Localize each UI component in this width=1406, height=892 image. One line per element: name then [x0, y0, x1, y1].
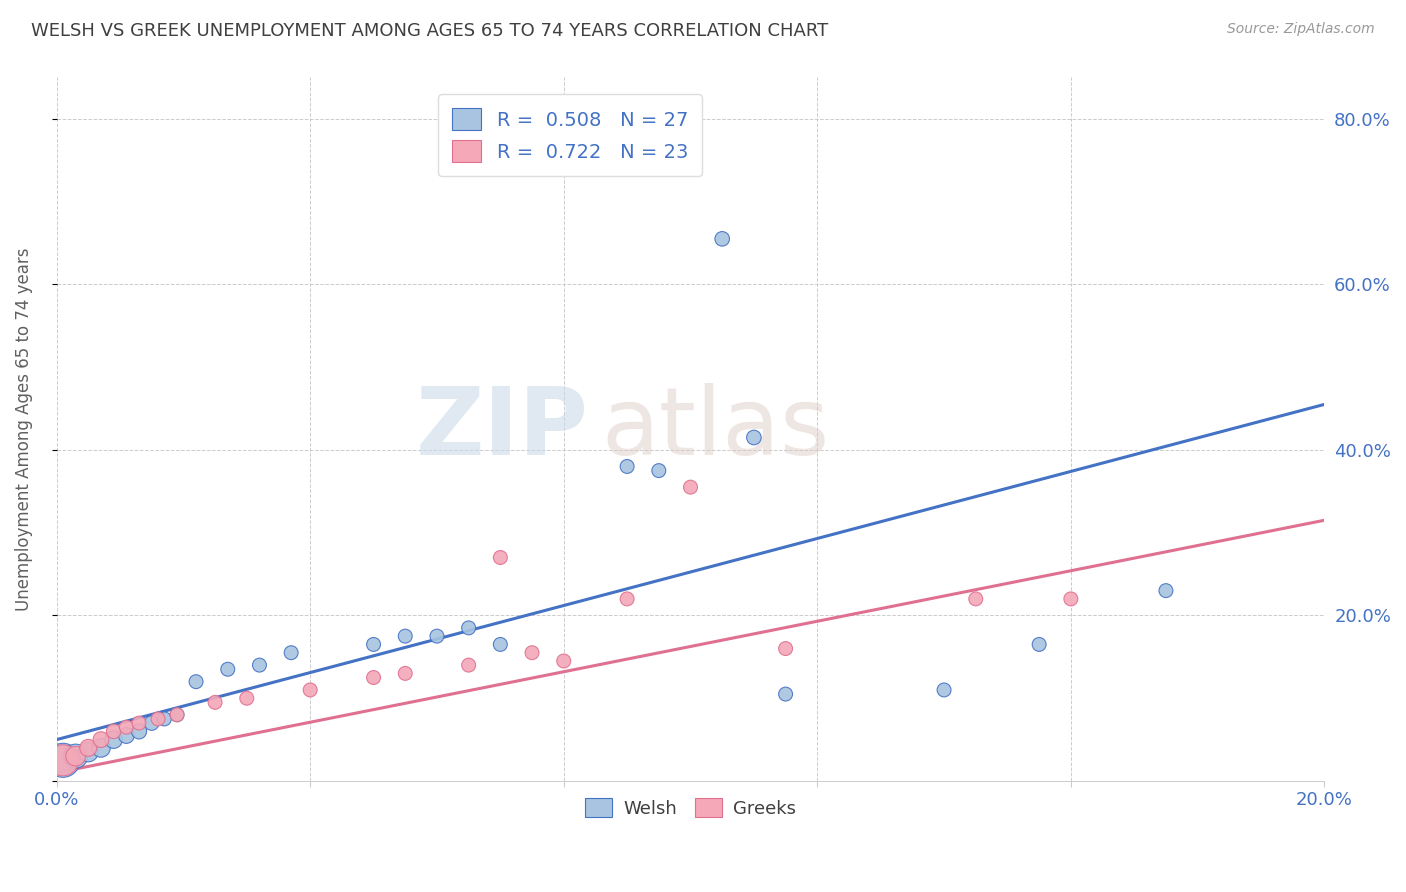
Point — [146, 712, 169, 726]
Point — [166, 707, 188, 722]
Point — [363, 671, 385, 685]
Point — [1154, 583, 1177, 598]
Point — [299, 682, 322, 697]
Point — [394, 629, 416, 643]
Text: Source: ZipAtlas.com: Source: ZipAtlas.com — [1227, 22, 1375, 37]
Point — [553, 654, 575, 668]
Point — [115, 729, 138, 743]
Point — [648, 464, 671, 478]
Point — [280, 646, 302, 660]
Point — [616, 591, 638, 606]
Point — [489, 637, 512, 651]
Point — [236, 691, 259, 706]
Point — [141, 716, 163, 731]
Point — [457, 658, 479, 673]
Point — [249, 658, 271, 673]
Point — [1060, 591, 1083, 606]
Point — [457, 621, 479, 635]
Point — [679, 480, 702, 494]
Point — [77, 745, 100, 759]
Text: ZIP: ZIP — [416, 384, 589, 475]
Point — [103, 724, 125, 739]
Point — [775, 687, 797, 701]
Point — [77, 740, 100, 755]
Point — [128, 716, 150, 731]
Point — [115, 720, 138, 734]
Point — [52, 753, 75, 767]
Point — [65, 749, 87, 764]
Point — [426, 629, 449, 643]
Point — [394, 666, 416, 681]
Point — [932, 682, 955, 697]
Point — [90, 732, 112, 747]
Point — [103, 732, 125, 747]
Point — [166, 707, 188, 722]
Point — [184, 674, 207, 689]
Y-axis label: Unemployment Among Ages 65 to 74 years: Unemployment Among Ages 65 to 74 years — [15, 247, 32, 611]
Point — [153, 712, 176, 726]
Point — [363, 637, 385, 651]
Point — [52, 753, 75, 767]
Point — [489, 550, 512, 565]
Point — [204, 695, 226, 709]
Point — [711, 232, 734, 246]
Point — [775, 641, 797, 656]
Point — [616, 459, 638, 474]
Point — [128, 724, 150, 739]
Text: WELSH VS GREEK UNEMPLOYMENT AMONG AGES 65 TO 74 YEARS CORRELATION CHART: WELSH VS GREEK UNEMPLOYMENT AMONG AGES 6… — [31, 22, 828, 40]
Point — [965, 591, 987, 606]
Text: atlas: atlas — [602, 384, 830, 475]
Point — [65, 749, 87, 764]
Legend: Welsh, Greeks: Welsh, Greeks — [578, 790, 803, 825]
Point — [90, 740, 112, 755]
Point — [1028, 637, 1050, 651]
Point — [742, 430, 765, 444]
Point — [520, 646, 543, 660]
Point — [217, 662, 239, 676]
